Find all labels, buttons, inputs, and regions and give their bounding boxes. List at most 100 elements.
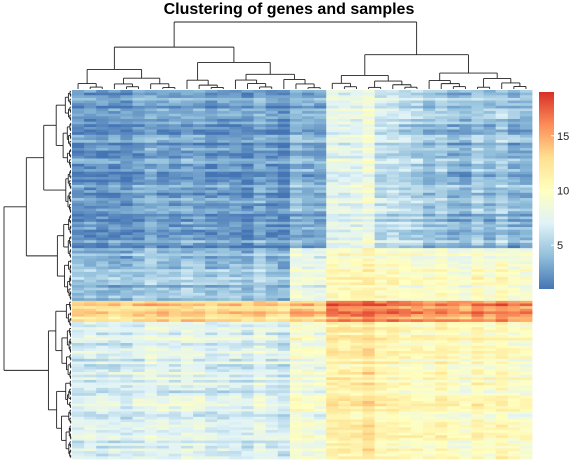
heatmap-cell	[447, 432, 460, 436]
heatmap-cell	[241, 219, 254, 223]
heatmap-cell	[459, 432, 472, 436]
heatmap-cell	[265, 369, 279, 373]
heatmap-cell	[168, 353, 182, 357]
heatmap-cell	[277, 129, 291, 133]
heatmap-cell	[435, 242, 448, 246]
heatmap-cell	[168, 337, 182, 341]
heatmap-cell	[423, 124, 436, 128]
heatmap-cell	[96, 356, 109, 360]
heatmap-cell	[84, 411, 97, 415]
heatmap-cell	[495, 134, 509, 138]
heatmap-cell	[144, 387, 158, 391]
heatmap-cell	[350, 161, 363, 165]
heatmap-cell	[180, 184, 194, 188]
heatmap-cell	[386, 261, 400, 265]
heatmap-cell	[314, 113, 327, 117]
heatmap-cell	[362, 311, 376, 315]
heatmap-cell	[277, 395, 291, 399]
heatmap-cell	[241, 350, 254, 354]
heatmap-cell	[156, 227, 170, 231]
heatmap-cell	[519, 169, 533, 173]
heatmap-cell	[495, 364, 509, 368]
heatmap-cell	[374, 124, 388, 128]
heatmap-cell	[326, 314, 339, 318]
heatmap-cell	[217, 171, 230, 175]
heatmap-cell	[241, 232, 254, 236]
heatmap-cell	[132, 103, 146, 107]
heatmap-cell	[410, 411, 424, 415]
heatmap-cell	[459, 124, 472, 128]
heatmap-cell	[350, 300, 363, 304]
heatmap-cell	[144, 316, 158, 320]
heatmap-cell	[386, 134, 400, 138]
heatmap-cell	[253, 356, 267, 360]
heatmap-cell	[471, 203, 484, 207]
heatmap-cell	[241, 158, 254, 162]
heatmap-cell	[144, 108, 158, 112]
heatmap-cell	[447, 150, 460, 154]
heatmap-cell	[410, 348, 424, 352]
heatmap-cell	[435, 271, 448, 275]
heatmap-cell	[168, 90, 182, 94]
heatmap-cell	[338, 393, 351, 397]
heatmap-cell	[362, 163, 376, 167]
heatmap-cell	[350, 140, 363, 144]
heatmap-cell	[156, 213, 170, 217]
heatmap-cell	[229, 150, 242, 154]
heatmap-cell	[386, 195, 400, 199]
heatmap-cell	[410, 92, 424, 96]
heatmap-cell	[507, 385, 521, 389]
heatmap-cell	[144, 219, 158, 223]
heatmap-cell	[350, 240, 363, 244]
heatmap-cell	[495, 358, 509, 362]
heatmap-cell	[483, 155, 497, 159]
heatmap-cell	[96, 113, 109, 117]
heatmap-cell	[459, 237, 472, 241]
heatmap-cell	[386, 329, 400, 333]
heatmap-cell	[72, 176, 85, 181]
heatmap-cell	[326, 150, 339, 154]
heatmap-cell	[435, 403, 448, 407]
heatmap-cell	[374, 308, 388, 312]
heatmap-cell	[302, 113, 315, 117]
heatmap-cell	[84, 190, 97, 194]
heatmap-cell	[398, 176, 412, 181]
heatmap-cell	[410, 308, 424, 312]
heatmap-cell	[483, 261, 497, 265]
heatmap-cell	[168, 387, 182, 391]
heatmap-cell	[423, 379, 436, 383]
heatmap-cell	[108, 171, 121, 175]
heatmap-cell	[495, 285, 509, 289]
heatmap-cell	[471, 372, 484, 376]
heatmap-cell	[302, 266, 315, 270]
heatmap-cell	[156, 269, 170, 273]
heatmap-cell	[483, 379, 497, 383]
heatmap-cell	[168, 200, 182, 204]
heatmap-cell	[241, 290, 254, 294]
heatmap-cell	[362, 229, 376, 233]
heatmap-cell	[253, 195, 267, 199]
heatmap-cell	[338, 200, 351, 204]
heatmap-cell	[362, 382, 376, 386]
heatmap-cell	[519, 221, 533, 225]
heatmap-cell	[326, 366, 339, 370]
heatmap-cell	[507, 200, 521, 204]
heatmap-cell	[265, 353, 279, 357]
heatmap-cell	[156, 306, 170, 310]
heatmap-cell	[398, 121, 412, 125]
heatmap-cell	[507, 416, 521, 420]
heatmap-cell	[229, 369, 242, 373]
heatmap-cell	[519, 430, 533, 434]
heatmap-cell	[229, 353, 242, 357]
heatmap-cell	[338, 327, 351, 331]
heatmap-cell	[423, 329, 436, 333]
heatmap-cell	[84, 198, 97, 202]
heatmap-cell	[241, 432, 254, 436]
heatmap-cell	[241, 406, 254, 410]
heatmap-cell	[217, 176, 230, 181]
heatmap-cell	[483, 134, 497, 138]
heatmap-cell	[410, 113, 424, 117]
heatmap-cell	[314, 124, 327, 128]
heatmap-cell	[423, 108, 436, 112]
heatmap-cell	[180, 232, 194, 236]
